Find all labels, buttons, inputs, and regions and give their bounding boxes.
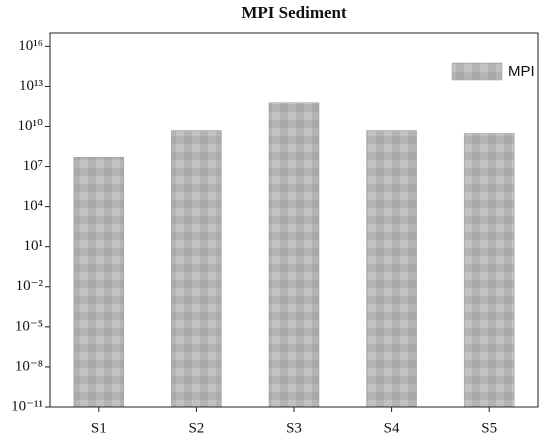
bar bbox=[268, 102, 320, 408]
y-tick-label: 10⁴ bbox=[23, 198, 43, 214]
x-tick-label: S4 bbox=[384, 420, 400, 436]
y-tick-label: 10¹ bbox=[24, 238, 44, 254]
chart-title: MPI Sediment bbox=[241, 3, 347, 22]
y-tick-label: 10¹⁶ bbox=[18, 38, 43, 54]
x-tick-label: S5 bbox=[481, 420, 497, 436]
y-tick-label: 10¹³ bbox=[19, 78, 43, 94]
x-tick-label: S1 bbox=[91, 420, 107, 436]
plot-frame bbox=[49, 32, 539, 408]
bar bbox=[463, 133, 515, 408]
y-tick-label: 10⁻² bbox=[16, 278, 44, 294]
y-tick-label: 10⁻¹¹ bbox=[11, 398, 43, 414]
bar bbox=[171, 130, 222, 408]
legend-label: MPI bbox=[508, 63, 535, 80]
legend-swatch bbox=[451, 62, 503, 81]
y-tick-label: 10¹⁰ bbox=[17, 118, 43, 134]
y-tick-label: 10⁻⁸ bbox=[15, 358, 43, 374]
y-tick-label: 10⁷ bbox=[23, 158, 43, 174]
y-tick-label: 10⁻⁵ bbox=[15, 318, 43, 334]
x-tick-label: S3 bbox=[286, 420, 302, 436]
bar bbox=[73, 156, 125, 408]
bar bbox=[366, 130, 417, 408]
x-tick-label: S2 bbox=[188, 420, 204, 436]
